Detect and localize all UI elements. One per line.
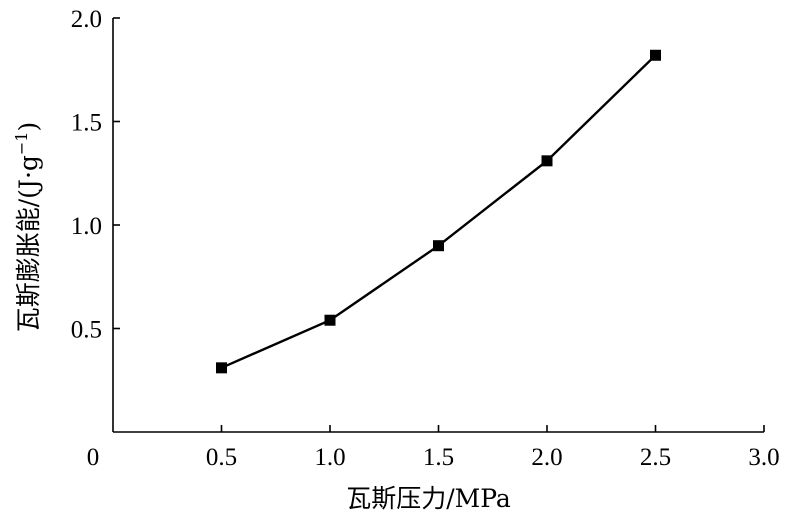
x-tick-label: 2.5	[640, 444, 671, 471]
data-point-marker	[324, 314, 336, 326]
x-tick-label: 3.0	[748, 444, 779, 471]
y-tick-label: 0.5	[71, 317, 102, 344]
series-line	[221, 54, 657, 369]
data-point-marker	[650, 49, 661, 61]
series	[216, 49, 661, 374]
y-tick-label: 1.5	[71, 110, 102, 137]
data-point-marker	[541, 155, 553, 167]
data-point-marker	[433, 240, 444, 252]
x-ticks: 0 0.5 1.0 1.5 2.0 2.5 3.0	[87, 425, 780, 471]
y-tick-label: 2.0	[71, 6, 102, 33]
x-tick-label: 0	[87, 444, 100, 471]
y-axis-title-main: 瓦斯膨胀能/(J·g	[14, 155, 43, 332]
y-axis-title: 瓦斯膨胀能/(J·g−1)	[12, 122, 43, 333]
x-tick-label: 2.0	[531, 444, 562, 471]
y-axis-title-superscript: −1	[12, 132, 31, 156]
y-axis-title-close: )	[14, 122, 43, 132]
data-point-marker	[216, 362, 227, 374]
y-ticks: 0.5 1.0 1.5 2.0	[71, 6, 120, 344]
x-axis-title: 瓦斯压力/MPa	[346, 484, 511, 513]
x-tick-label: 1.0	[314, 444, 345, 471]
x-tick-label: 0.5	[206, 444, 237, 471]
x-tick-label: 1.5	[423, 444, 454, 471]
axes	[112, 18, 764, 433]
y-tick-label: 1.0	[71, 213, 102, 240]
